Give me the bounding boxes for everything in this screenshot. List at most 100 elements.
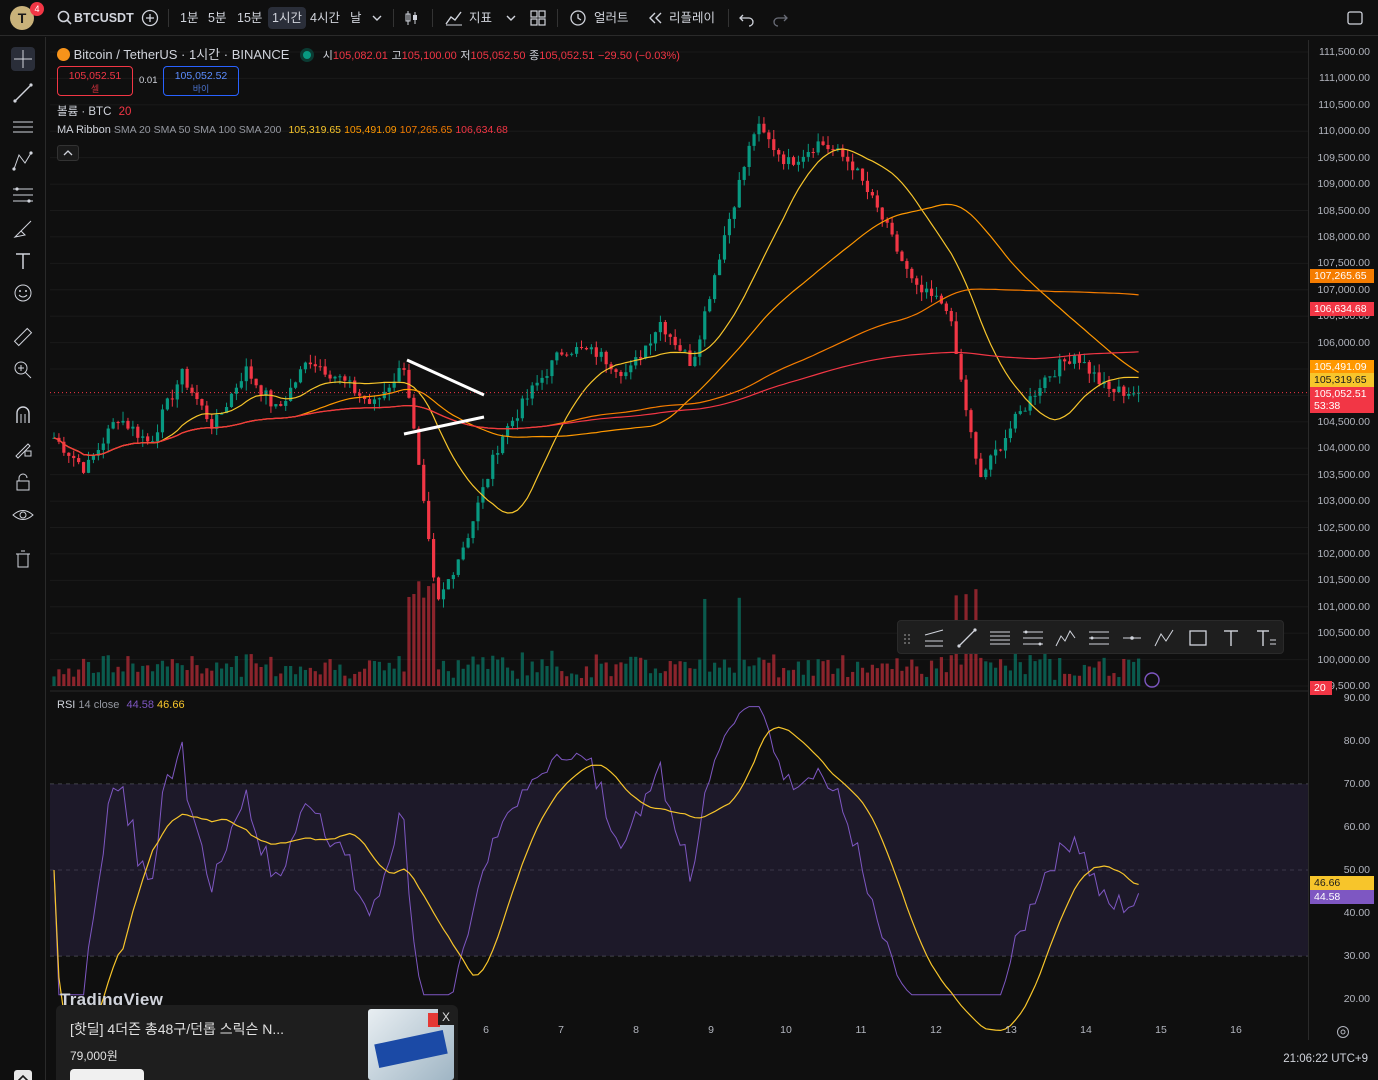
candle	[323, 366, 327, 375]
candle	[284, 400, 288, 406]
settings-icon[interactable]	[1335, 1024, 1351, 1040]
chevron-down-icon[interactable]	[502, 9, 520, 27]
interval-1h[interactable]: 1시간	[268, 7, 306, 29]
close-icon[interactable]: X	[438, 1009, 454, 1025]
text-note-icon[interactable]	[1254, 626, 1278, 650]
trash-icon[interactable]	[11, 547, 35, 571]
ad-tag-graphic	[428, 1013, 440, 1027]
lock-drawings-icon[interactable]	[11, 437, 35, 461]
symbol-search-button[interactable]: BTCUSDT	[74, 11, 134, 25]
candle	[111, 422, 115, 429]
chevron-down-icon[interactable]	[368, 9, 386, 27]
replay-button[interactable]: 리플레이	[669, 11, 716, 25]
rectangle-icon[interactable]	[1186, 626, 1210, 650]
add-symbol-icon[interactable]	[141, 9, 159, 27]
volume-bar	[757, 657, 761, 686]
volume-bar	[634, 656, 638, 686]
interval-15m[interactable]: 15분	[237, 11, 263, 25]
rsi-axis-label: 20.00	[1343, 993, 1370, 1005]
buy-button[interactable]: 105,052.52 바이	[163, 66, 239, 96]
price-axis[interactable]: 111,500.00 111,000.00 110,500.00 110,000.00…	[1308, 40, 1378, 1040]
brush-icon[interactable]	[11, 217, 35, 241]
candle	[170, 398, 174, 400]
magnet-icon[interactable]	[11, 403, 35, 427]
time-axis-label: 10	[780, 1024, 792, 1036]
volume-legend[interactable]: 볼륨 · BTC 20	[57, 103, 131, 119]
indicators-button[interactable]: 지표	[469, 11, 493, 25]
rsi-legend[interactable]: RSI 14 close 44.58 46.66	[57, 699, 185, 711]
clock[interactable]: 21:06:22 UTC+9	[1283, 1053, 1368, 1065]
candle	[1112, 388, 1116, 393]
lock-icon[interactable]	[11, 470, 35, 494]
undo-icon[interactable]	[738, 9, 756, 27]
volume-bar	[180, 665, 184, 686]
rsi-tag: 44.58	[1310, 890, 1374, 905]
abcd-pattern-icon[interactable]	[1153, 626, 1177, 650]
alert-button[interactable]: 얼러트	[594, 11, 629, 25]
collapse-icon[interactable]	[11, 1067, 35, 1080]
layouts-icon[interactable]	[529, 9, 547, 27]
crosshair-icon[interactable]	[11, 47, 35, 71]
price-axis-label: 111,500.00	[1319, 46, 1370, 58]
volume-bar	[732, 672, 736, 686]
horizontal-lines-icon[interactable]	[988, 626, 1012, 650]
time-axis-label: 14	[1080, 1024, 1092, 1036]
symbol-title[interactable]: Bitcoin / TetherUS · 1시간 · BINANCE	[73, 47, 290, 62]
candle	[851, 161, 855, 171]
sell-button[interactable]: 105,052.51 셀	[57, 66, 133, 96]
parallel-channel-icon[interactable]	[922, 626, 946, 650]
ruler-icon[interactable]	[11, 325, 35, 349]
fib-icon[interactable]	[11, 183, 35, 207]
price-axis-label: 103,000.00	[1317, 495, 1370, 508]
volume-bar	[466, 664, 470, 686]
candle	[160, 409, 165, 433]
candle	[126, 420, 130, 429]
fib-retracement-icon[interactable]	[1021, 626, 1045, 650]
elliott-wave-icon[interactable]	[1054, 626, 1078, 650]
volume-bar	[619, 662, 623, 686]
horizontal-lines-icon[interactable]	[11, 115, 35, 139]
rsi-axis-label: 60.00	[1343, 821, 1370, 833]
ad-cta-button[interactable]	[70, 1069, 144, 1080]
fullscreen-icon[interactable]	[1346, 9, 1364, 27]
volume-bar	[510, 670, 515, 686]
volume-bar	[200, 673, 204, 686]
candle	[880, 207, 884, 220]
horizontal-ray-icon[interactable]	[1120, 626, 1144, 650]
volume-bar	[668, 661, 672, 686]
candle	[116, 422, 120, 424]
chart-canvas[interactable]	[50, 40, 1308, 1040]
ad-title[interactable]: [핫딜] 4더즌 총48구/던롭 스릭슨 N...	[70, 1021, 285, 1037]
collapse-legend-button[interactable]	[57, 145, 79, 161]
candle	[146, 436, 150, 442]
eye-icon[interactable]	[11, 503, 35, 527]
interval-5m[interactable]: 5분	[208, 11, 227, 25]
zoom-icon[interactable]	[11, 358, 35, 382]
trend-line-icon[interactable]	[11, 81, 35, 105]
emoji-icon[interactable]	[11, 281, 35, 305]
ma-ribbon-legend[interactable]: MA Ribbon SMA 20 SMA 50 SMA 100 SMA 200 …	[57, 124, 508, 136]
price-axis-label: 106,000.00	[1317, 336, 1370, 349]
candle	[624, 372, 628, 377]
candle	[619, 371, 623, 377]
volume-bar	[860, 667, 865, 686]
search-icon[interactable]	[56, 9, 74, 27]
text-icon[interactable]	[11, 249, 35, 273]
fib-extension-icon[interactable]	[1087, 626, 1111, 650]
indicators-icon[interactable]	[445, 9, 463, 27]
interval-4h[interactable]: 4시간	[310, 11, 340, 25]
interval-1d[interactable]: 날	[350, 11, 362, 25]
drag-handle-icon[interactable]	[902, 626, 912, 650]
replay-icon[interactable]	[646, 9, 664, 27]
redo-icon[interactable]	[771, 9, 789, 27]
volume-bar	[782, 667, 786, 686]
candle	[151, 441, 155, 443]
pitchfork-icon[interactable]	[11, 149, 35, 173]
interval-1m[interactable]: 1분	[180, 11, 199, 25]
candle-type-icon[interactable]	[403, 9, 421, 27]
ad-banner[interactable]: [핫딜] 4더즌 총48구/던롭 스릭슨 N... 79,000원 X	[56, 1005, 458, 1080]
alert-icon[interactable]	[569, 9, 587, 27]
text-icon[interactable]	[1219, 626, 1243, 650]
trend-line-icon[interactable]	[955, 626, 979, 650]
candle	[210, 419, 214, 429]
